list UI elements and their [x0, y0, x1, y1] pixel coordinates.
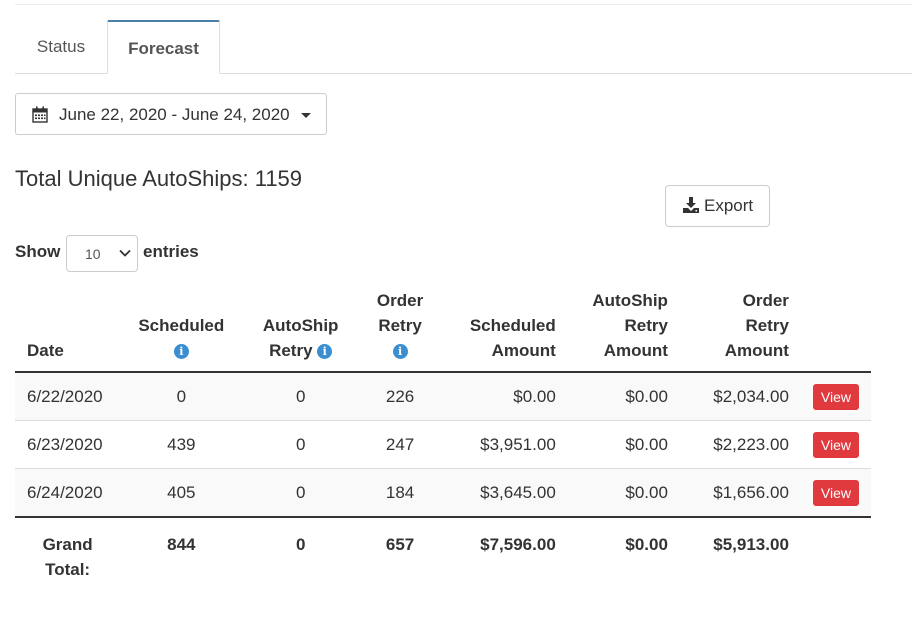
col-autoship-retry-amount[interactable]: AutoShip Retry Amount: [567, 280, 680, 373]
total-autoship-retry-amount: $0.00: [567, 516, 680, 582]
cell-order-retry-amount: $2,034.00: [679, 371, 801, 421]
cell-action: View: [800, 371, 871, 421]
grand-total-row: Grand Total: 844 0 657 $7,596.00 $0.00 $…: [15, 516, 871, 582]
entries-length-value: 10: [85, 246, 101, 262]
tab-forecast[interactable]: Forecast: [107, 20, 220, 74]
tab-bar: Status Forecast: [15, 20, 912, 74]
cell-autoship-retry-amount: $0.00: [567, 371, 680, 421]
cell-order-retry-amount: $2,223.00: [679, 420, 801, 469]
col-date[interactable]: Date: [15, 280, 121, 373]
total-autoship-retry: 0: [242, 516, 359, 582]
cell-scheduled: 0: [120, 371, 243, 421]
entries-label: entries: [143, 242, 199, 261]
col-action: [800, 280, 871, 373]
info-icon[interactable]: i: [317, 344, 333, 360]
tab-status[interactable]: Status: [36, 37, 86, 56]
caret-down-icon: [301, 113, 311, 118]
cell-scheduled-amount: $3,645.00: [441, 468, 568, 517]
date-range-picker[interactable]: June 22, 2020 - June 24, 2020: [15, 93, 327, 135]
table-row: 6/23/2020 439 0 247 $3,951.00 $0.00 $2,2…: [15, 420, 871, 469]
grand-total-label: Grand Total:: [15, 516, 121, 582]
cell-autoship-retry-amount: $0.00: [567, 468, 680, 517]
info-icon[interactable]: i: [392, 344, 408, 360]
show-label: Show: [15, 242, 61, 261]
total-action-empty: [800, 516, 871, 582]
chevron-down-icon: [119, 249, 131, 257]
table-header-row: Date Scheduled i AutoShip Retry i Order …: [15, 280, 871, 373]
date-range-label: June 22, 2020 - June 24, 2020: [59, 105, 290, 124]
view-button[interactable]: View: [812, 431, 859, 458]
cell-autoship-retry: 0: [242, 468, 359, 517]
total-unique-autoships: Total Unique AutoShips: 1159: [15, 166, 303, 191]
cell-date: 6/24/2020: [15, 468, 121, 517]
col-scheduled-amount[interactable]: Scheduled Amount: [441, 280, 568, 373]
export-label: Export: [704, 196, 754, 215]
table-row: 6/22/2020 0 0 226 $0.00 $0.00 $2,034.00 …: [15, 371, 871, 421]
col-scheduled[interactable]: Scheduled i: [120, 280, 243, 373]
export-button[interactable]: Export: [665, 185, 770, 227]
cell-scheduled: 405: [120, 468, 243, 517]
total-scheduled: 844: [120, 516, 243, 582]
cell-action: View: [800, 468, 871, 517]
cell-autoship-retry: 0: [242, 420, 359, 469]
col-order-retry-amount[interactable]: Order Retry Amount: [679, 280, 801, 373]
cell-autoship-retry: 0: [242, 371, 359, 421]
cell-date: 6/22/2020: [15, 371, 121, 421]
col-order-retry[interactable]: Order Retry i: [358, 280, 442, 373]
cell-autoship-retry-amount: $0.00: [567, 420, 680, 469]
cell-order-retry: 226: [358, 371, 442, 421]
forecast-table: Date Scheduled i AutoShip Retry i Order …: [15, 280, 871, 582]
calendar-icon: [32, 106, 48, 123]
cell-order-retry: 247: [358, 420, 442, 469]
cell-order-retry: 184: [358, 468, 442, 517]
top-divider: [15, 4, 912, 5]
view-button[interactable]: View: [812, 479, 859, 506]
download-icon: [683, 197, 699, 213]
table-row: 6/24/2020 405 0 184 $3,645.00 $0.00 $1,6…: [15, 468, 871, 517]
total-scheduled-amount: $7,596.00: [441, 516, 568, 582]
cell-scheduled-amount: $0.00: [441, 371, 568, 421]
entries-length-select[interactable]: 10: [66, 235, 138, 272]
cell-order-retry-amount: $1,656.00: [679, 468, 801, 517]
col-autoship-retry[interactable]: AutoShip Retry i: [242, 280, 359, 373]
info-icon[interactable]: i: [173, 344, 189, 360]
cell-date: 6/23/2020: [15, 420, 121, 469]
total-order-retry-amount: $5,913.00: [679, 516, 801, 582]
total-order-retry: 657: [358, 516, 442, 582]
view-button[interactable]: View: [812, 383, 859, 410]
cell-scheduled: 439: [120, 420, 243, 469]
cell-scheduled-amount: $3,951.00: [441, 420, 568, 469]
cell-action: View: [800, 420, 871, 469]
